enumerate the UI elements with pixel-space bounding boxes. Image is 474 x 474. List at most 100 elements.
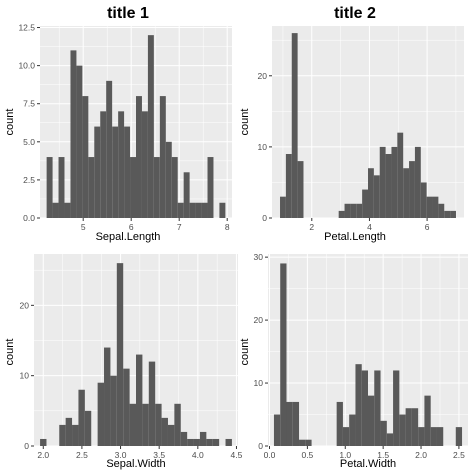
y-tick-label: 10 bbox=[258, 142, 268, 152]
histogram-bar bbox=[199, 431, 207, 446]
y-tick-label: 30 bbox=[254, 252, 264, 262]
x-tick-label: 2.0 bbox=[415, 450, 427, 460]
histogram-bar bbox=[379, 146, 386, 218]
histogram-bar bbox=[356, 203, 363, 218]
x-tick-label: 5 bbox=[81, 222, 86, 232]
histogram-bar bbox=[116, 263, 124, 446]
histogram-bar bbox=[167, 424, 175, 446]
x-tick-label: 6 bbox=[425, 222, 430, 232]
histogram-bar bbox=[426, 196, 433, 218]
histogram-bar bbox=[76, 65, 83, 218]
panel-sepal-length: title 1 Sepal.Length count 5 6 7 8 0.0 2.5 5.0… bbox=[4, 5, 232, 243]
histogram-bar bbox=[70, 50, 77, 218]
x-tick-label: 3.0 bbox=[115, 450, 127, 460]
histogram-bar bbox=[405, 408, 412, 446]
histogram-bar bbox=[110, 375, 117, 446]
histogram-bar bbox=[207, 157, 214, 218]
histogram-bar bbox=[399, 414, 406, 446]
histogram-bar bbox=[136, 354, 143, 446]
histogram-bar bbox=[97, 382, 105, 446]
histogram-bar bbox=[393, 370, 400, 446]
y-axis-label: count bbox=[239, 109, 251, 136]
histogram-bar bbox=[291, 33, 298, 218]
histogram-bar bbox=[58, 157, 65, 218]
y-tick-label: 7.5 bbox=[23, 99, 35, 109]
x-tick-label: 3.5 bbox=[153, 450, 165, 460]
histogram-bar bbox=[165, 141, 172, 218]
histogram-bar bbox=[280, 196, 286, 218]
x-axis-label: Petal.Width bbox=[340, 458, 396, 470]
x-tick-label: 0.5 bbox=[301, 450, 313, 460]
x-axis-label: Sepal.Length bbox=[96, 231, 161, 243]
histogram-bar bbox=[455, 427, 463, 446]
histogram-bar bbox=[100, 111, 107, 218]
y-tick-label: 10.0 bbox=[18, 61, 35, 71]
y-tick-label: 10 bbox=[254, 378, 264, 388]
histogram-bar bbox=[397, 132, 404, 218]
x-axis-label: Petal.Length bbox=[324, 231, 386, 243]
histogram-bar bbox=[409, 161, 415, 218]
histogram-bar bbox=[273, 414, 281, 446]
histogram-bar bbox=[280, 263, 287, 446]
y-tick-label: 0 bbox=[262, 213, 267, 223]
y-tick-label: 20 bbox=[258, 71, 268, 81]
x-tick-label: 0.0 bbox=[264, 450, 276, 460]
histogram-bar bbox=[88, 157, 95, 218]
panel-petal-length: title 2 Petal.Length count 2 4 6 0 10 20 bbox=[239, 5, 464, 243]
histogram-bar bbox=[432, 196, 439, 218]
histogram-bar bbox=[350, 203, 357, 218]
histogram-bar bbox=[368, 168, 374, 218]
histogram-bar bbox=[374, 370, 381, 446]
histogram-bar bbox=[212, 438, 220, 446]
histogram-bar bbox=[187, 438, 194, 446]
histogram-bar bbox=[94, 126, 101, 218]
histogram-bar bbox=[193, 438, 200, 446]
histogram-bar bbox=[153, 157, 160, 218]
y-tick-label: 0.0 bbox=[23, 213, 35, 223]
histogram-bar bbox=[349, 414, 356, 446]
x-tick-label: 4.5 bbox=[231, 450, 243, 460]
histogram-bar bbox=[362, 189, 368, 218]
histogram-bar bbox=[52, 202, 59, 218]
histogram-bar bbox=[285, 154, 292, 218]
histogram-bar bbox=[40, 438, 47, 446]
histogram-bar bbox=[130, 157, 136, 218]
histogram-bar bbox=[219, 202, 226, 218]
histogram-bar bbox=[142, 403, 149, 446]
x-tick-label: 1.0 bbox=[339, 450, 351, 460]
x-tick-label: 2.5 bbox=[76, 450, 88, 460]
histogram-bar bbox=[195, 202, 202, 218]
y-axis-label: count bbox=[239, 339, 251, 366]
histogram-bar bbox=[368, 395, 375, 446]
y-axis-label: count bbox=[4, 109, 16, 136]
histogram-bar bbox=[414, 146, 421, 218]
histogram-bar bbox=[225, 438, 232, 446]
histogram-bar bbox=[123, 368, 130, 446]
x-axis-label: Sepal.Width bbox=[106, 458, 165, 470]
histogram-bar bbox=[124, 126, 131, 218]
histogram-bar bbox=[305, 439, 312, 446]
histogram-bar bbox=[286, 401, 293, 446]
histogram-bar bbox=[430, 427, 437, 446]
histogram-bar bbox=[72, 424, 79, 446]
x-tick-label: 2.0 bbox=[37, 450, 49, 460]
histogram-bar bbox=[189, 202, 196, 218]
panel-title: title 2 bbox=[334, 5, 376, 22]
x-tick-label: 2 bbox=[309, 222, 314, 232]
histogram-bar bbox=[171, 157, 178, 218]
histogram-bar bbox=[46, 157, 53, 218]
histogram-bar bbox=[391, 146, 398, 218]
histogram-bar bbox=[338, 210, 345, 218]
histogram-bar bbox=[418, 427, 425, 446]
histogram-bar bbox=[438, 203, 445, 218]
histogram-bar bbox=[147, 35, 154, 219]
histogram-bar bbox=[206, 438, 213, 446]
histogram-bar bbox=[386, 433, 394, 446]
histogram-bar bbox=[444, 210, 451, 218]
histogram-bar bbox=[336, 401, 343, 446]
histogram-bar bbox=[104, 347, 111, 446]
histogram-bar bbox=[342, 427, 350, 446]
histogram-bar bbox=[159, 96, 166, 218]
histogram-bar bbox=[78, 389, 85, 446]
histogram-bar bbox=[385, 154, 392, 218]
